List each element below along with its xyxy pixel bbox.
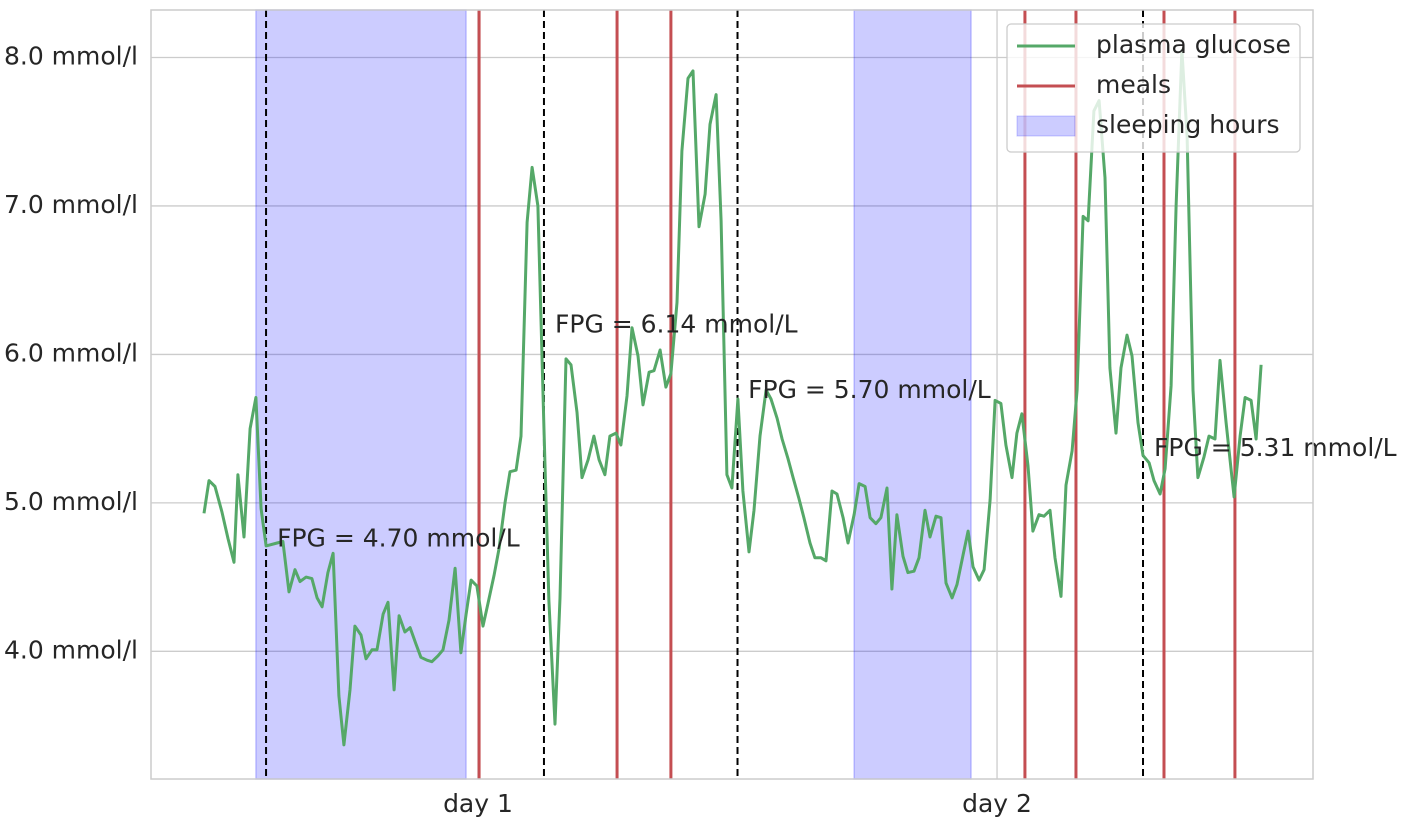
y-tick-label: 7.0 mmol/l	[4, 190, 138, 219]
legend-swatch	[1016, 115, 1076, 137]
annotation: FPG = 5.31 mmol/L	[1154, 433, 1397, 462]
legend-label: sleeping hours	[1096, 110, 1280, 139]
y-tick-label: 6.0 mmol/l	[4, 338, 138, 367]
y-tick-label: 8.0 mmol/l	[4, 42, 138, 71]
annotation: FPG = 4.70 mmol/L	[277, 523, 520, 552]
legend-label: meals	[1096, 70, 1171, 99]
y-tick-label: 4.0 mmol/l	[4, 635, 138, 664]
sleep-band	[255, 9, 467, 780]
y-tick-label: 5.0 mmol/l	[4, 487, 138, 516]
legend: plasma glucose meals sleeping hours	[1006, 23, 1301, 153]
annotation: FPG = 5.70 mmol/L	[748, 375, 991, 404]
x-tick-label: day 2	[962, 789, 1032, 818]
annotation: FPG = 6.14 mmol/L	[555, 310, 798, 339]
plot-frame	[150, 9, 1314, 780]
legend-box	[1006, 23, 1301, 153]
glucose-line	[202, 48, 1263, 747]
x-tick-label: day 1	[443, 789, 513, 818]
legend-label: plasma glucose	[1096, 30, 1291, 59]
